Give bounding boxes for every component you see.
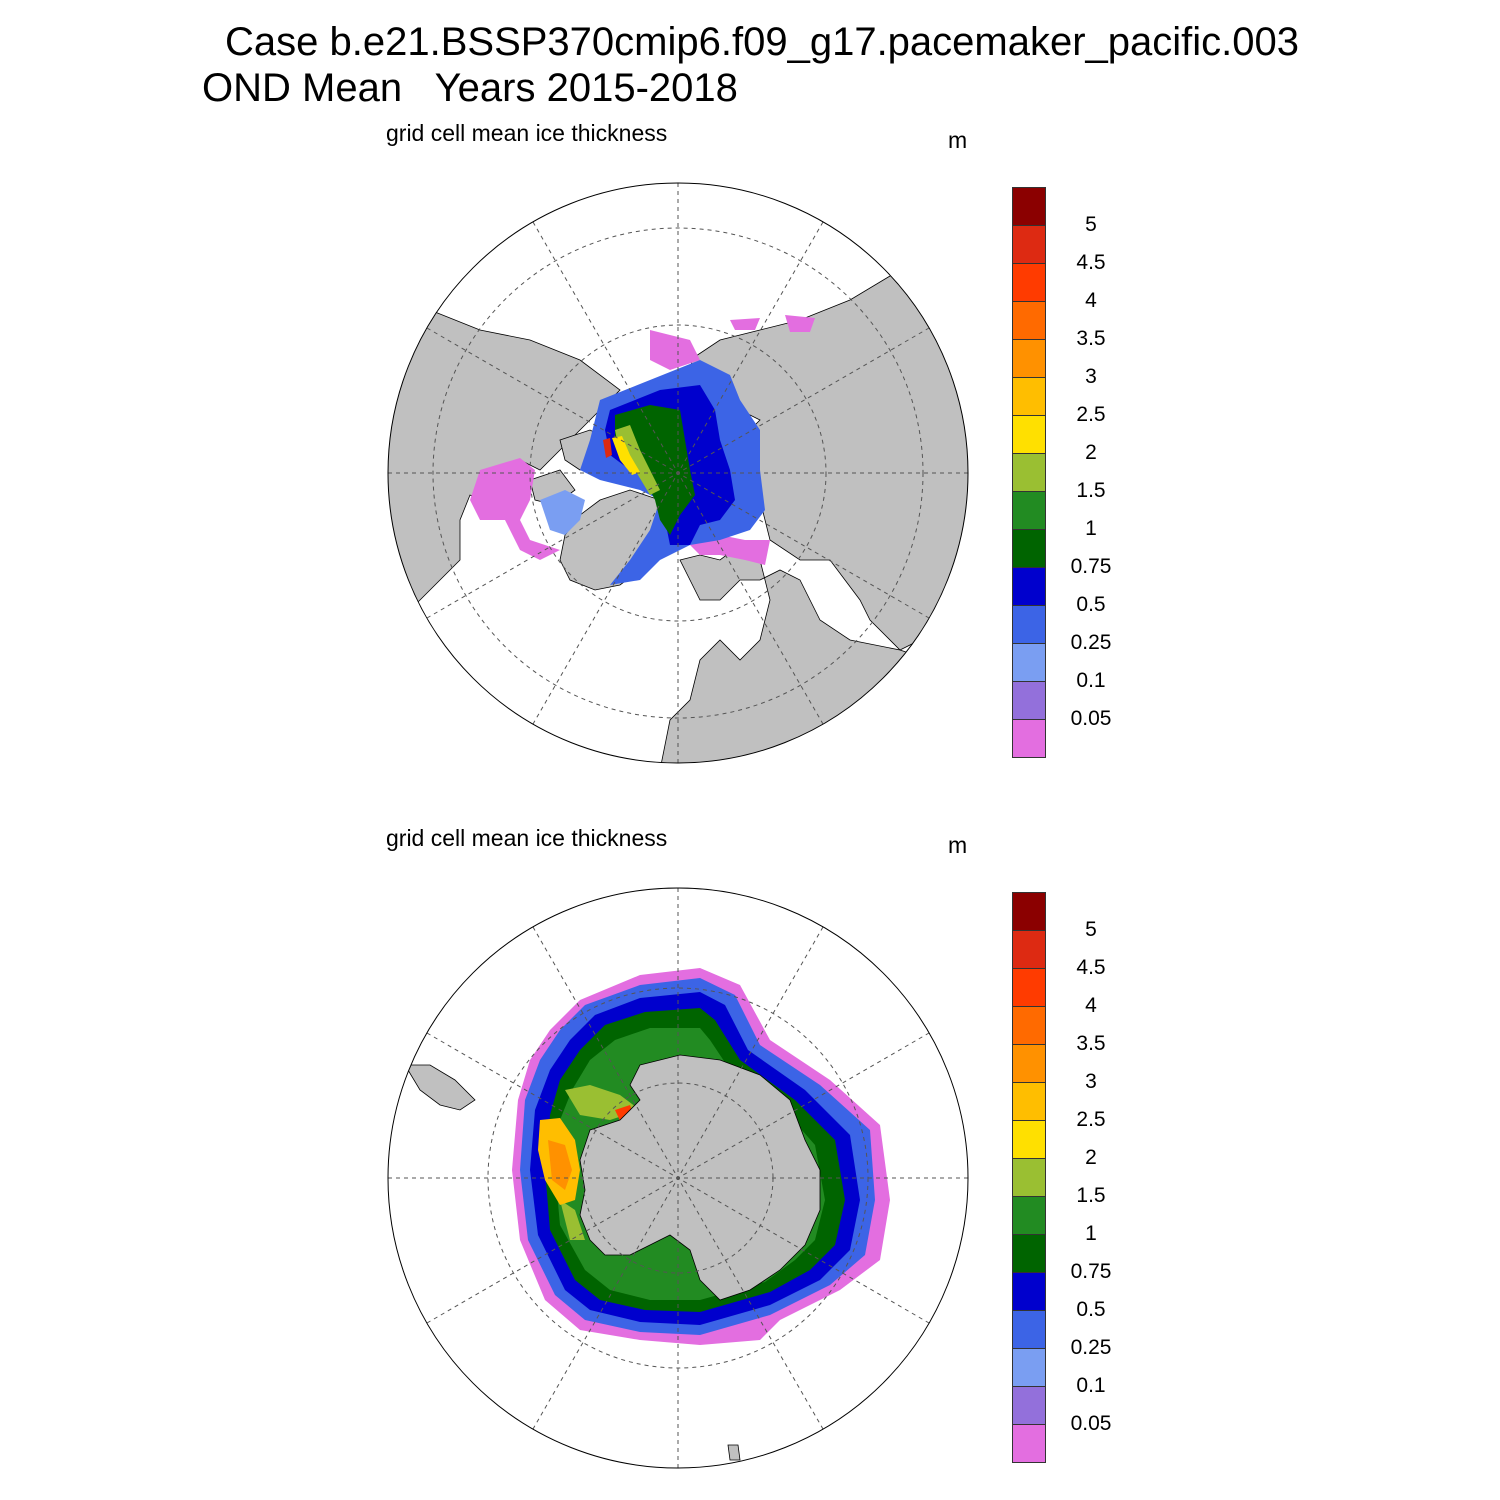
colorbar-box [1012,1006,1046,1045]
colorbar-label: 2 [1085,441,1097,464]
colorbar-box [1012,1348,1046,1387]
colorbar-box [1012,187,1046,226]
colorbar-box [1012,892,1046,931]
colorbar-label: 5 [1085,918,1097,941]
north-panel-unit: m [948,127,968,153]
colorbar-label: 0.25 [1070,1336,1112,1359]
colorbar-box [1012,1196,1046,1235]
south-colorbar: 5 4.5 4 3.5 3 2.5 2 1.5 1 0.75 0.5 0.25 0.1 0.05 [1012,892,1111,1463]
colorbar-box [1012,1044,1046,1083]
colorbar-box [1012,605,1046,644]
colorbar-label: 1 [1085,1222,1097,1245]
north-panel-title: grid cell mean ice thickness [386,120,668,146]
arctic-map-border [387,182,969,764]
colorbar-label: 0.1 [1076,669,1106,692]
figure-title-line2: OND Mean Years 2015-2018 [202,66,738,110]
colorbar-label: 2.5 [1076,1108,1106,1131]
figure-title-line1: Case b.e21.BSSP370cmip6.f09_g17.pacemake… [225,20,1300,64]
colorbar-label: 0.25 [1070,631,1112,654]
colorbar-label: 0.1 [1076,1374,1106,1397]
south-panel-unit: m [948,832,968,858]
colorbar-label: 0.05 [1070,707,1112,730]
arctic-ice-150 [615,425,660,495]
colorbar-label: 3 [1085,365,1097,388]
colorbar-box [1012,968,1046,1007]
colorbar-label: 4.5 [1076,956,1106,979]
colorbar-label: 1.5 [1076,479,1106,502]
colorbar-box [1012,415,1046,454]
colorbar-label: 0.5 [1076,1298,1106,1321]
colorbar-box [1012,529,1046,568]
colorbar-box [1012,719,1046,758]
colorbar-box [1012,1120,1046,1159]
arctic-graticule [388,183,968,763]
colorbar-box [1012,301,1046,340]
arctic-ice-005 [470,458,560,560]
colorbar-box [1012,681,1046,720]
colorbar-label: 3.5 [1076,327,1106,350]
antarctic-graticule [388,888,968,1468]
colorbar-label: 2.5 [1076,403,1106,426]
colorbar-box [1012,225,1046,264]
colorbar-box [1012,930,1046,969]
colorbar-label: 4 [1085,994,1097,1017]
colorbar-label: 1 [1085,517,1097,540]
colorbar-label: 3.5 [1076,1032,1106,1055]
colorbar-box [1012,491,1046,530]
arctic-ice-005-barents [690,535,770,565]
colorbar-label: 2 [1085,1146,1097,1169]
colorbar-box [1012,453,1046,492]
antarctic-land-south-america [404,1064,476,1111]
colorbar-box [1012,339,1046,378]
arctic-map [387,182,969,764]
north-colorbar: 5 4.5 4 3.5 3 2.5 2 1.5 1 0.75 0.5 0.25 0.1 0.05 [1012,187,1111,758]
colorbar-label: 4 [1085,289,1097,312]
colorbar-box [1012,1272,1046,1311]
colorbar-label: 3 [1085,1070,1097,1093]
colorbar-box [1012,643,1046,682]
antarctic-map-border [387,887,969,1469]
colorbar-box [1012,1082,1046,1121]
arctic-ice-025-baffin [540,490,585,535]
antarctic-land-island [727,1444,741,1461]
colorbar-label: 0.5 [1076,593,1106,616]
antarctic-ice-150 [560,1085,640,1240]
colorbar-label: 0.75 [1070,555,1112,578]
colorbar-label: 4.5 [1076,251,1106,274]
colorbar-box [1012,1386,1046,1425]
antarctic-map [387,887,969,1469]
colorbar-box [1012,1310,1046,1349]
colorbar-label: 0.75 [1070,1260,1112,1283]
colorbar-label: 1.5 [1076,1184,1106,1207]
south-panel-title: grid cell mean ice thickness [386,825,668,851]
arctic-ice-250 [612,436,640,475]
colorbar-box [1012,377,1046,416]
arctic-ice-005-chukchi [650,315,815,370]
colorbar-label: 0.05 [1070,1412,1112,1435]
colorbar-box [1012,1158,1046,1197]
arctic-ice-400 [603,438,612,458]
colorbar-box [1012,263,1046,302]
colorbar-box [1012,1424,1046,1463]
colorbar-label: 5 [1085,213,1097,236]
colorbar-box [1012,567,1046,606]
colorbar-box [1012,1234,1046,1273]
